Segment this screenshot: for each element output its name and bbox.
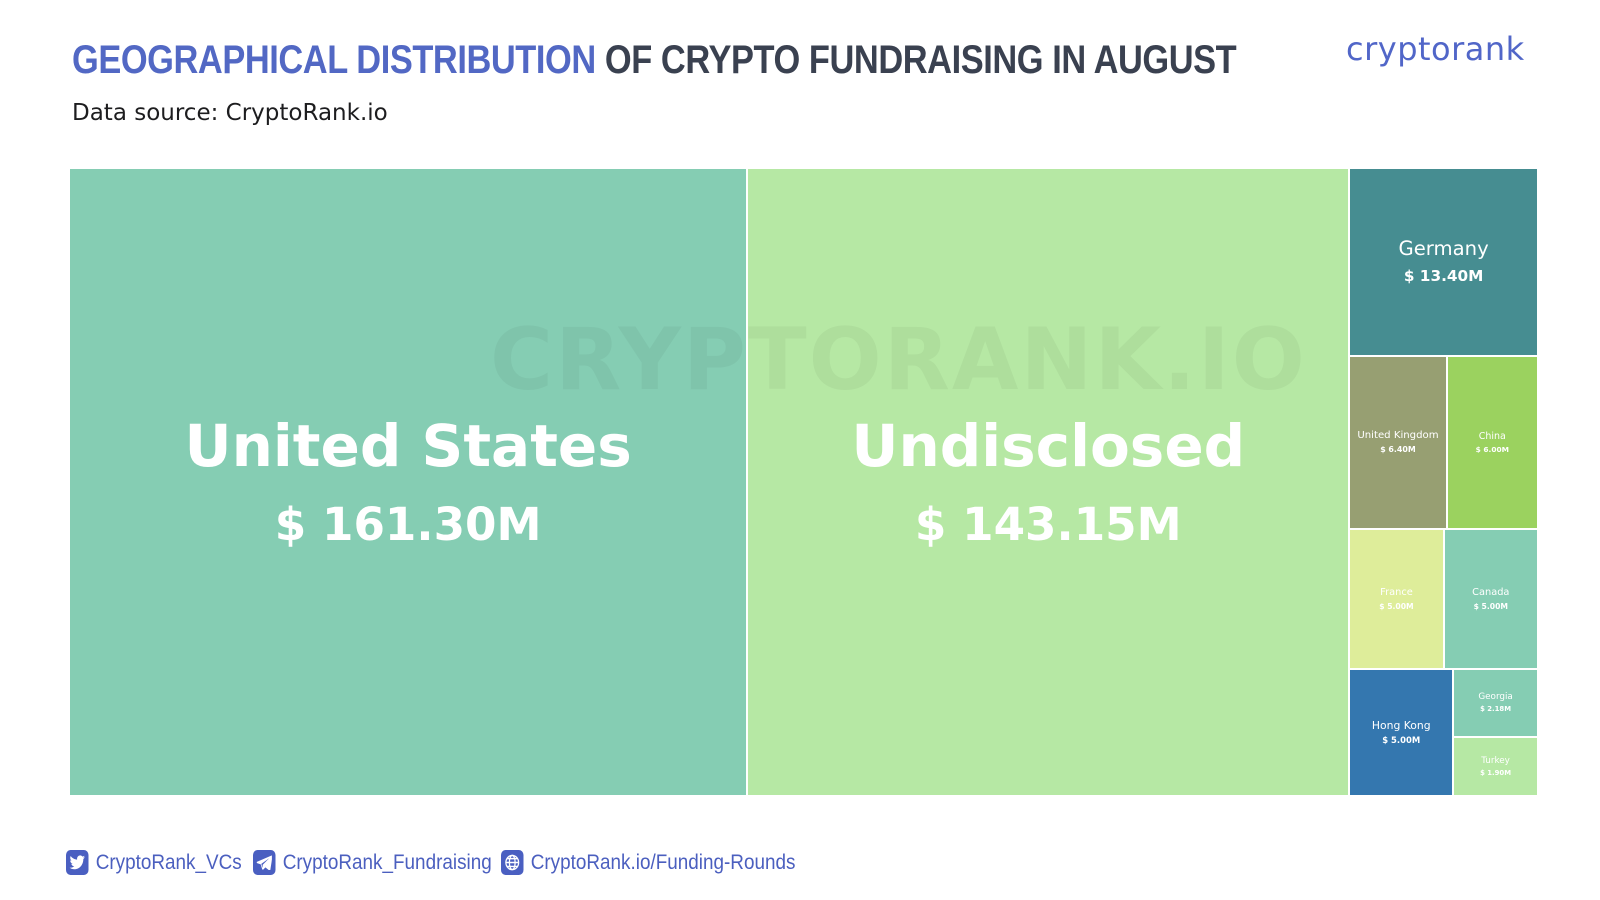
cell-label: Undisclosed <box>851 412 1246 481</box>
treemap-cell-hong-kong: Hong Kong $ 5.00M <box>1349 668 1454 796</box>
cell-value: $ 6.40M <box>1380 444 1416 454</box>
treemap-cell-germany: Germany $ 13.40M <box>1349 168 1538 356</box>
cell-value: $ 5.00M <box>1382 735 1421 746</box>
treemap-cell-united-states: United States $ 161.30M <box>69 168 748 796</box>
cell-label: Turkey <box>1481 755 1510 766</box>
cell-label: United Kingdom <box>1357 429 1439 441</box>
cell-value: $ 6.00M <box>1475 444 1509 454</box>
cell-value: $ 2.18M <box>1480 705 1512 714</box>
cell-value: $ 161.30M <box>274 498 542 552</box>
twitter-handle: CryptoRank_VCs <box>95 850 242 874</box>
telegram-link[interactable]: CryptoRank_Fundraising <box>253 850 492 875</box>
twitter-icon <box>66 850 89 875</box>
chart-title: GEOGRAPHICAL DISTRIBUTION OF CRYPTO FUND… <box>72 38 1237 83</box>
cell-value: $ 13.40M <box>1403 266 1484 285</box>
title-highlight: GEOGRAPHICAL DISTRIBUTION <box>72 38 596 82</box>
cell-label: Canada <box>1472 586 1510 598</box>
cell-label: France <box>1380 586 1413 598</box>
telegram-icon <box>253 850 276 875</box>
treemap-cell-canada: Canada $ 5.00M <box>1443 529 1538 669</box>
treemap-cell-undisclosed: Undisclosed $ 143.15M <box>747 168 1350 796</box>
cell-label: Georgia <box>1478 691 1513 702</box>
twitter-link[interactable]: CryptoRank_VCs <box>66 850 242 875</box>
treemap-cell-turkey: Turkey $ 1.90M <box>1453 736 1538 796</box>
treemap-cell-china: China $ 6.00M <box>1446 355 1538 529</box>
cryptorank-logo: cryptorank <box>1346 30 1525 68</box>
cell-label: Hong Kong <box>1371 719 1431 733</box>
cell-value: $ 5.00M <box>1379 601 1414 611</box>
cell-value: $ 1.90M <box>1480 768 1512 777</box>
cell-value: $ 143.15M <box>914 498 1182 552</box>
cell-value: $ 5.00M <box>1473 601 1509 611</box>
cell-label: Germany <box>1398 237 1489 261</box>
treemap-cell-georgia: Georgia $ 2.18M <box>1453 668 1538 737</box>
cell-label: United States <box>184 412 632 481</box>
telegram-handle: CryptoRank_Fundraising <box>282 850 492 874</box>
globe-icon <box>501 850 524 875</box>
treemap-cell-united-kingdom: United Kingdom $ 6.40M <box>1349 355 1447 529</box>
title-rest: OF CRYPTO FUNDRAISING IN AUGUST <box>604 38 1237 82</box>
website-url: CryptoRank.io/Funding-Rounds <box>530 850 796 874</box>
website-link[interactable]: CryptoRank.io/Funding-Rounds <box>501 850 795 875</box>
treemap-chart: United States $ 161.30M Undisclosed $ 143.1… <box>69 168 1538 796</box>
treemap-cell-france: France $ 5.00M <box>1349 529 1444 669</box>
data-source-label: Data source: CryptoRank.io <box>72 100 388 126</box>
cell-label: China <box>1478 430 1506 442</box>
